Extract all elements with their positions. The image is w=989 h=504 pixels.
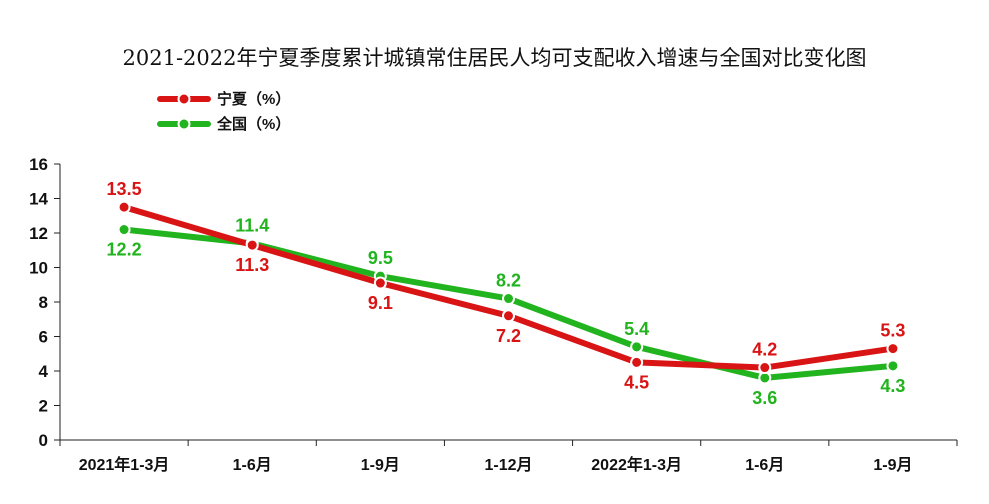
axes: 0 2 4 6 8 10 12 14 16 2021年1-3月 1-6月 1-9月 1-12月 2022年… [29,155,958,474]
y-tick-label: 16 [29,155,48,174]
data-label: 7.2 [496,326,521,346]
data-label: 12.2 [107,240,142,260]
x-tick-label: 1-6月 [745,456,784,474]
data-point [502,309,515,323]
data-label: 5.4 [624,319,649,339]
data-label: 4.5 [624,372,649,392]
y-tick-label: 6 [39,328,48,347]
data-label: 3.6 [752,388,777,408]
data-label: 8.2 [496,271,521,291]
data-label: 5.3 [880,321,905,341]
data-point [245,238,259,252]
data-point [630,340,644,354]
legend-swatch-marker [177,92,191,106]
legend-label: 全国（%） [216,115,290,133]
x-tick-label: 2021年1-3月 [79,455,170,474]
x-tick-label: 1-9月 [873,456,912,474]
x-tick-label: 1-12月 [484,456,532,474]
data-label: 9.5 [368,248,393,268]
data-label: 13.5 [107,179,142,199]
y-tick-label: 12 [29,224,48,243]
data-point [117,200,131,214]
chart-title: 2021-2022年宁夏季度累计城镇常住居民人均可支配收入增速与全国对比变化图 [122,46,867,70]
y-tick-label: 2 [39,397,48,416]
data-label: 4.3 [880,376,905,396]
legend-swatch-marker [177,117,191,131]
legend: 宁夏（%） 全国（%） [157,90,290,133]
data-label: 11.4 [235,215,269,235]
data-point [373,276,387,290]
data-label: 4.2 [752,340,777,360]
x-tick-label: 2022年1-3月 [591,455,682,474]
y-tick-label: 10 [29,259,48,278]
data-point [502,292,515,306]
data-point [630,355,644,369]
data-point [758,361,772,375]
y-tick-label: 4 [39,362,49,381]
data-labels: 12.2 11.4 9.5 8.2 5.4 3.6 4.3 13.5 11.3 9.1 7.2 4.5… [107,179,906,408]
series-points [117,200,900,385]
y-tick-label: 8 [39,293,48,312]
data-point [886,359,900,373]
data-point [117,223,131,237]
y-tick-label: 14 [29,190,48,209]
legend-label: 宁夏（%） [217,90,290,108]
y-tick-label: 0 [39,431,48,450]
x-tick-label: 1-6月 [233,456,272,474]
data-label: 11.3 [235,255,269,275]
data-label: 9.1 [368,293,393,313]
x-tick-label: 1-9月 [361,456,400,474]
data-point [886,342,900,356]
